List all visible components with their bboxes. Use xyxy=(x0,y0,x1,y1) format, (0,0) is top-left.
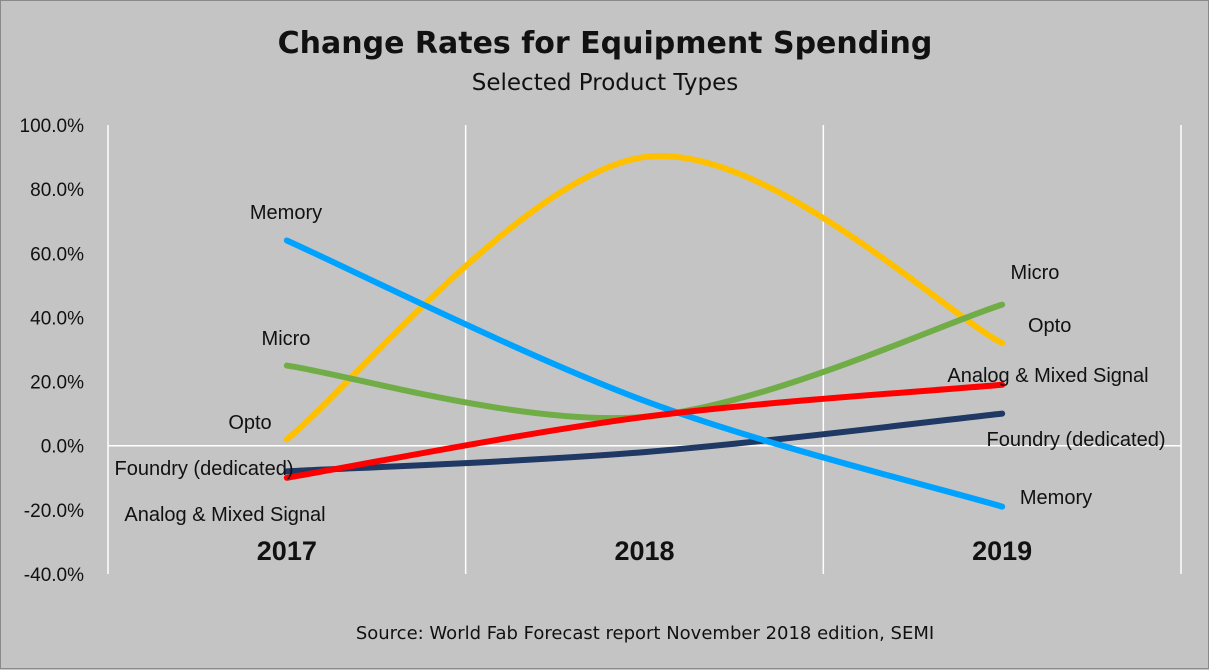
x-tick-label: 2017 xyxy=(257,536,317,566)
x-axis-ticks: 2017 2018 2019 xyxy=(257,536,1032,566)
series-label-start-micro: Micro xyxy=(262,328,311,350)
y-tick-label: 100.0% xyxy=(20,116,85,137)
x-tick-label: 2018 xyxy=(614,536,674,566)
series-label-end-opto: Opto xyxy=(1028,315,1071,337)
y-tick-label: -20.0% xyxy=(24,501,84,522)
series-label-end-memory: Memory xyxy=(1020,487,1092,509)
y-axis-ticks: 100.0% 80.0% 60.0% 40.0% 20.0% 0.0% -20.0% -40.… xyxy=(20,116,85,586)
series-label-start-opto: Opto xyxy=(228,412,271,434)
chart-subtitle: Selected Product Types xyxy=(472,70,738,96)
series-line-memory xyxy=(283,237,1006,510)
y-tick-label: -40.0% xyxy=(24,565,84,586)
series-line-analog-mixed-signal xyxy=(283,381,1006,481)
series-label-end-foundry-dedicated: Foundry (dedicated) xyxy=(987,429,1166,451)
series-label-start-memory: Memory xyxy=(250,202,322,224)
series-line-opto xyxy=(283,153,1006,443)
x-tick-label: 2019 xyxy=(972,536,1032,566)
series-label-end-micro: Micro xyxy=(1011,262,1060,284)
y-tick-label: 40.0% xyxy=(30,308,84,329)
series-label-start-foundry-dedicated: Foundry (dedicated) xyxy=(115,458,294,480)
y-tick-label: 60.0% xyxy=(30,244,84,265)
chart-title: Change Rates for Equipment Spending xyxy=(278,26,933,61)
chart-source: Source: World Fab Forecast report Novemb… xyxy=(356,623,934,644)
series-label-start-analog-mixed-signal: Analog & Mixed Signal xyxy=(124,504,325,526)
y-tick-label: 0.0% xyxy=(41,437,84,458)
series-line-foundry-dedicated xyxy=(283,410,1006,475)
series-layer xyxy=(283,153,1006,510)
y-tick-label: 80.0% xyxy=(30,180,84,201)
y-tick-label: 20.0% xyxy=(30,373,84,394)
grid-layer xyxy=(107,125,1182,574)
series-labels: Opto Opto Foundry (dedicated) Foundry (dedi… xyxy=(115,202,1166,526)
series-label-end-analog-mixed-signal: Analog & Mixed Signal xyxy=(947,365,1148,387)
